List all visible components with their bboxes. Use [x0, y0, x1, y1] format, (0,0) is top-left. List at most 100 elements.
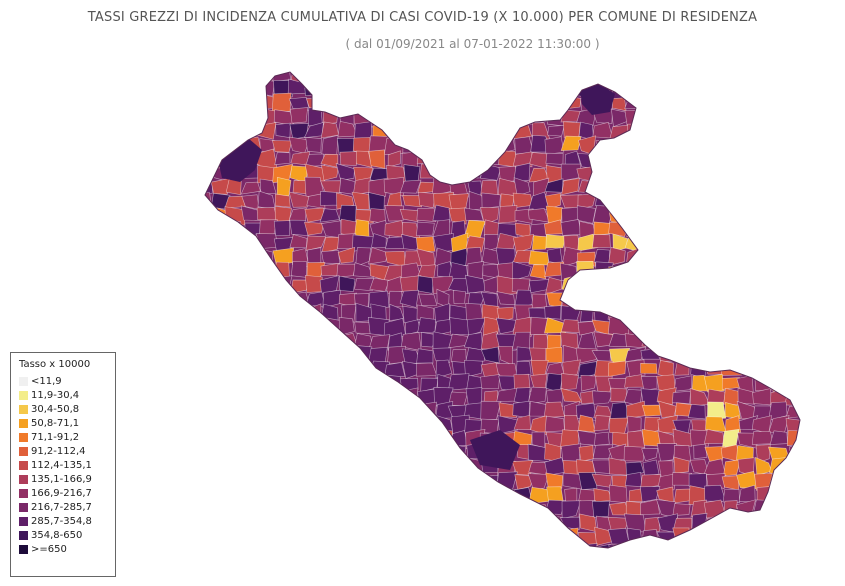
municipality [625, 205, 646, 221]
municipality [480, 529, 499, 545]
municipality [608, 290, 630, 309]
municipality [240, 486, 262, 504]
municipality [225, 318, 246, 337]
municipality [530, 72, 550, 85]
municipality [671, 262, 692, 278]
municipality [803, 515, 819, 531]
municipality [418, 293, 438, 306]
municipality [273, 220, 291, 237]
municipality [205, 192, 212, 210]
municipality [449, 530, 469, 546]
municipality [227, 247, 244, 268]
municipality [212, 417, 230, 435]
municipality [276, 176, 292, 197]
legend-swatch [19, 460, 28, 470]
municipality [754, 166, 770, 180]
municipality [205, 541, 213, 548]
municipality [498, 72, 517, 84]
municipality [322, 361, 338, 379]
municipality [738, 529, 756, 548]
municipality [608, 484, 628, 504]
municipality [291, 303, 309, 321]
municipality [370, 402, 391, 421]
municipality [276, 486, 291, 502]
municipality [325, 472, 341, 491]
municipality [402, 195, 423, 208]
municipality [465, 527, 487, 544]
municipality [256, 207, 278, 221]
municipality [593, 221, 611, 236]
municipality [784, 278, 800, 295]
municipality [785, 516, 800, 534]
municipality [337, 246, 356, 264]
municipality [354, 278, 374, 292]
municipality [272, 292, 295, 310]
municipality [351, 389, 374, 404]
municipality [625, 556, 645, 568]
municipality [418, 106, 436, 127]
municipality [319, 501, 338, 518]
municipality [691, 195, 708, 209]
municipality [303, 331, 324, 350]
municipality [465, 347, 486, 364]
municipality [736, 515, 759, 534]
municipality [211, 557, 227, 568]
municipality [752, 179, 773, 197]
municipality [675, 276, 692, 294]
municipality [820, 206, 825, 224]
legend-item: 91,2-112,4 [19, 444, 115, 458]
municipality [624, 96, 642, 109]
municipality [436, 428, 453, 446]
municipality [340, 541, 355, 548]
municipality [209, 501, 231, 519]
municipality [205, 180, 214, 195]
municipality [307, 428, 326, 448]
municipality [785, 262, 800, 280]
municipality [687, 404, 706, 420]
municipality [212, 304, 230, 323]
municipality [704, 555, 724, 568]
municipality [288, 402, 309, 420]
municipality [259, 542, 274, 548]
municipality [691, 207, 710, 222]
municipality [352, 72, 374, 84]
municipality [608, 360, 627, 378]
municipality [547, 125, 565, 137]
municipality [512, 96, 534, 114]
municipality [756, 274, 773, 292]
municipality [205, 233, 214, 252]
municipality [386, 401, 401, 418]
municipality [818, 266, 825, 280]
municipality [225, 234, 245, 254]
municipality [242, 446, 262, 462]
municipality [689, 292, 707, 309]
municipality [367, 387, 389, 408]
legend-title: Tasso x 10000 [19, 359, 91, 370]
municipality [242, 72, 260, 82]
municipality [484, 135, 501, 153]
municipality [674, 190, 691, 207]
municipality [768, 500, 788, 519]
municipality [450, 151, 467, 169]
municipality [432, 204, 451, 223]
municipality [641, 448, 659, 462]
municipality [578, 414, 596, 433]
municipality [400, 403, 423, 421]
municipality [561, 500, 582, 519]
municipality [417, 95, 437, 112]
municipality [706, 303, 727, 322]
municipality [208, 515, 230, 531]
municipality [400, 81, 419, 96]
municipality [735, 317, 758, 338]
municipality [272, 401, 291, 421]
lazio-choropleth-map [204, 71, 825, 568]
municipality [818, 347, 825, 364]
municipality [802, 293, 822, 308]
municipality [211, 345, 230, 364]
municipality [484, 541, 500, 548]
municipality [720, 246, 741, 267]
municipality [819, 360, 825, 378]
municipality [691, 137, 709, 154]
municipality [705, 346, 726, 365]
map-legend: Tasso x 10000 <11,9 11,9-30,4 30,4-50,8 50,… [10, 352, 116, 577]
